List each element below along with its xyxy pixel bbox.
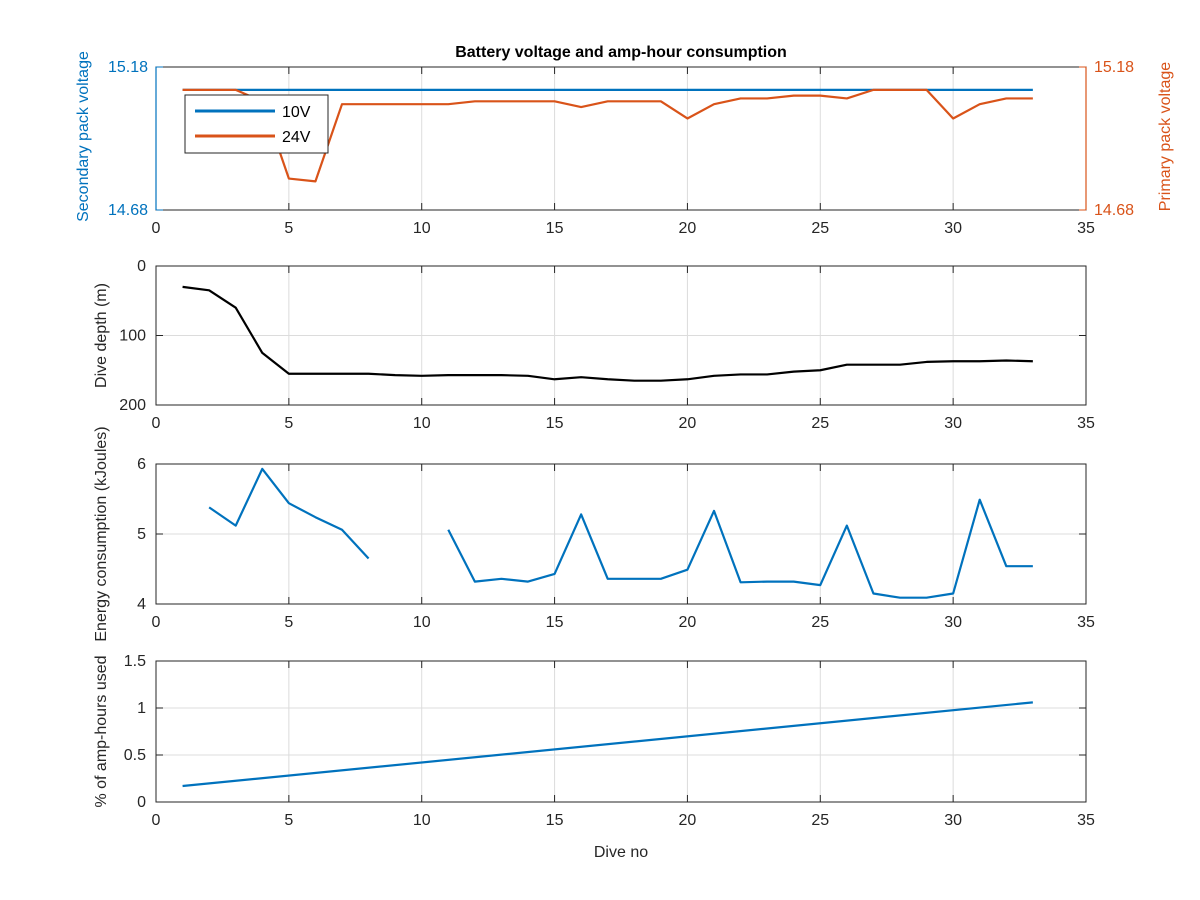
x-tick-label: 35 — [1077, 220, 1095, 237]
x-tick-label: 20 — [679, 220, 697, 237]
x-tick-label: 30 — [944, 614, 962, 631]
x-tick-label: 25 — [811, 812, 829, 829]
x-tick-label: 15 — [546, 415, 564, 432]
axes-box — [155, 660, 1087, 803]
y-tick-label-left: 15.18 — [108, 59, 148, 76]
y-tick-label-right: 15.18 — [1094, 59, 1134, 76]
y-axis-label: % of amp-hours used — [93, 655, 110, 807]
y-tick-label: 4 — [137, 596, 146, 613]
x-axis-label: Dive no — [594, 844, 648, 861]
y-tick-label: 6 — [137, 456, 146, 473]
x-tick-label: 10 — [413, 415, 431, 432]
x-tick-label: 30 — [944, 220, 962, 237]
y-axis-label-left: Secondary pack voltage — [75, 51, 92, 222]
series-line-seg2 — [447, 498, 1033, 599]
x-tick-label: 15 — [546, 812, 564, 829]
y-tick-label: 1.5 — [124, 653, 146, 670]
x-tick-label: 5 — [284, 614, 293, 631]
legend-label-24v: 24V — [282, 129, 311, 146]
y-tick-label-left: 14.68 — [108, 202, 148, 219]
x-tick-label: 0 — [152, 220, 161, 237]
subplot-2: 0 5 10 15 20 25 30 35 0 100 200 Dive depth (m) — [93, 258, 1095, 432]
y-tick-label: 1 — [137, 700, 146, 717]
y-axis-label-right: Primary pack voltage — [1157, 62, 1174, 211]
x-tick-label: 5 — [284, 415, 293, 432]
plot-area — [156, 661, 1086, 802]
x-tick-label: 35 — [1077, 812, 1095, 829]
x-tick-label: 25 — [811, 614, 829, 631]
x-tick-label: 15 — [546, 220, 564, 237]
x-tick-label: 20 — [679, 614, 697, 631]
y-tick-label: 100 — [119, 328, 146, 345]
y-tick-label: 5 — [137, 526, 146, 543]
series-line-seg1 — [208, 467, 370, 560]
x-tick-label: 20 — [679, 415, 697, 432]
y-axis-label: Dive depth (m) — [93, 283, 110, 388]
x-tick-label: 10 — [413, 812, 431, 829]
chart-title: Battery voltage and amp-hour consumption — [455, 44, 787, 61]
x-tick-label: 10 — [413, 614, 431, 631]
subplot-1: 0 5 10 15 20 25 30 3514.6815.1814.6815.18Second… — [75, 44, 1174, 237]
subplot-3: 0 5 10 15 20 25 30 35 4 5 6 Energy consumption (kJo… — [93, 426, 1095, 641]
y-axis-label: Energy consumption (kJoules) — [93, 426, 110, 641]
y-tick-label-right: 14.68 — [1094, 202, 1134, 219]
x-tick-label: 15 — [546, 614, 564, 631]
x-tick-label: 0 — [152, 812, 161, 829]
x-tick-label: 30 — [944, 415, 962, 432]
x-tick-label: 25 — [811, 220, 829, 237]
x-tick-label: 35 — [1077, 614, 1095, 631]
x-tick-label: 35 — [1077, 415, 1095, 432]
subplot-4: 0 5 10 15 20 25 30 35 0 0.5 1 1.5 % of amp-hours use… — [93, 653, 1095, 861]
x-tick-label: 0 — [152, 614, 161, 631]
x-tick-label: 30 — [944, 812, 962, 829]
x-tick-label: 20 — [679, 812, 697, 829]
series-line-24v — [182, 88, 1033, 183]
legend-label-10v: 10V — [282, 104, 311, 121]
x-tick-label: 5 — [284, 812, 293, 829]
y-tick-label: 0 — [137, 794, 146, 811]
x-tick-label: 25 — [811, 415, 829, 432]
x-tick-label: 5 — [284, 220, 293, 237]
y-tick-label: 200 — [119, 397, 146, 414]
legend-box — [184, 94, 329, 154]
series-line — [182, 285, 1033, 382]
series-line — [182, 701, 1033, 788]
x-tick-label: 10 — [413, 220, 431, 237]
x-tick-label: 0 — [152, 415, 161, 432]
y-tick-label: 0 — [137, 258, 146, 275]
y-tick-label: 0.5 — [124, 747, 146, 764]
